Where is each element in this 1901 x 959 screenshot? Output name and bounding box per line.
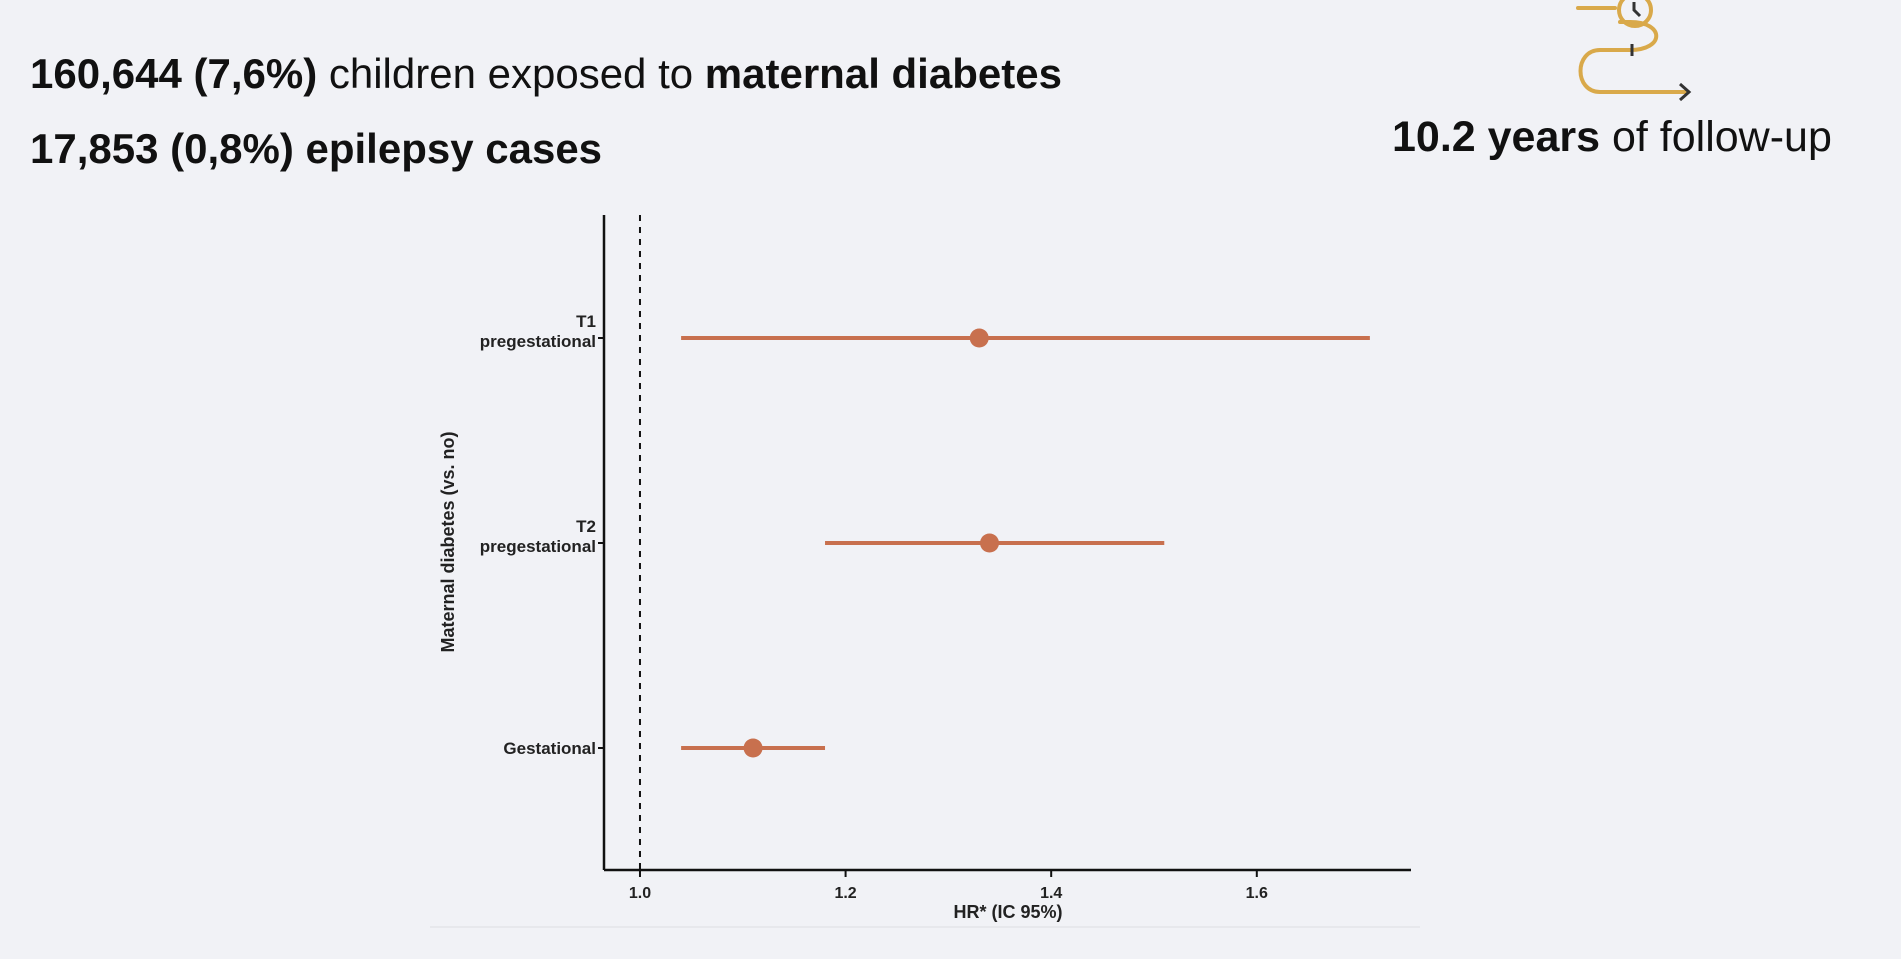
hr-point [980, 533, 1000, 553]
x-tick-label: 1.6 [1246, 885, 1268, 902]
exposed-count: 160,644 (7,6%) [30, 50, 318, 97]
x-tick-label: 1.4 [1040, 885, 1062, 902]
headline-epilepsy: 17,853 (0,8%) epilepsy cases [30, 125, 602, 173]
x-axis-title: HR* (IC 95%) [953, 902, 1062, 922]
followup-value: 10.2 years [1392, 113, 1601, 161]
exposed-text: children exposed to [317, 50, 705, 97]
followup-rest: of follow-up [1600, 113, 1832, 161]
epilepsy-cases: 17,853 (0,8%) epilepsy cases [30, 125, 603, 172]
category-label: pregestational [480, 537, 596, 556]
hr-point [743, 738, 763, 758]
x-tick-label: 1.0 [629, 885, 651, 902]
followup-text: 10.2 years of follow-up [1392, 113, 1832, 162]
category-label: T2 [576, 517, 596, 536]
hr-point [969, 328, 989, 348]
categories: T1pregestationalT2pregestationalGestatio… [480, 312, 1370, 758]
category-label: T1 [576, 312, 596, 331]
y-axis-title: Maternal diabetes (vs. no) [438, 431, 458, 652]
x-ticks: 1.0 1.2 1.4 1.6 [629, 870, 1268, 902]
timeline-clock-icon [1576, 0, 1692, 102]
x-tick-label: 1.2 [834, 885, 856, 902]
exposed-emph: maternal diabetes [704, 50, 1062, 97]
category-label: pregestational [480, 332, 596, 351]
headline-exposed: 160,644 (7,6%) children exposed to mater… [30, 50, 1062, 98]
category-label: Gestational [503, 739, 596, 758]
